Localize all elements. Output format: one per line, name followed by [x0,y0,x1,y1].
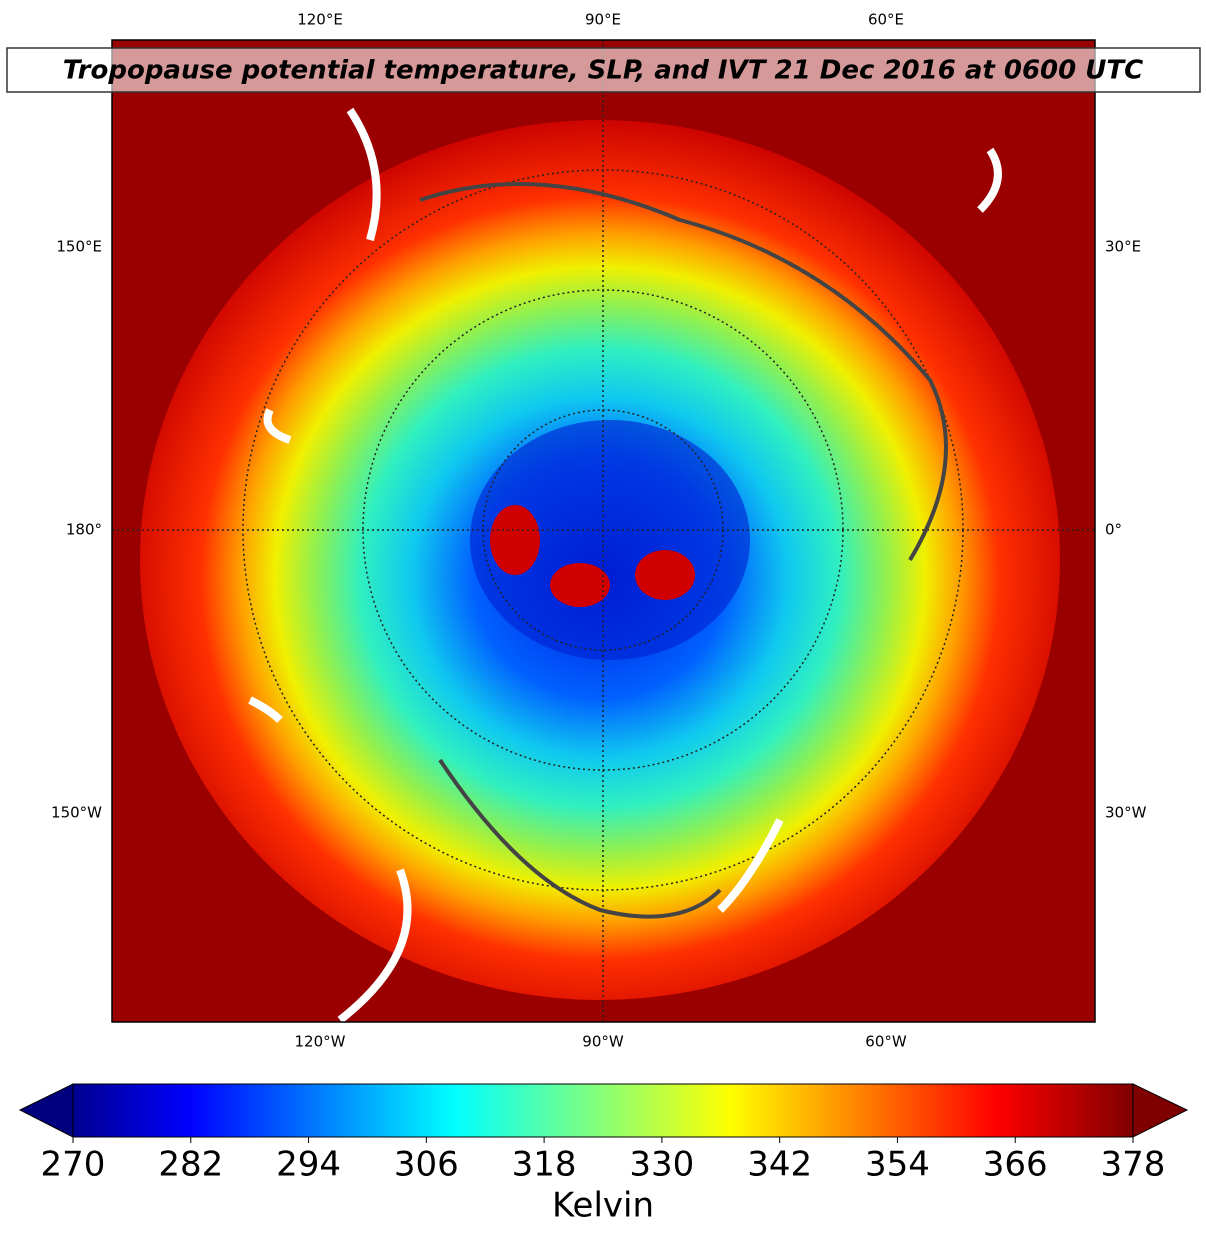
colorbar-label: Kelvin [552,1186,654,1226]
lon-label: 90°W [582,1033,624,1051]
map-frame [111,39,1096,1023]
lon-label: 60°W [865,1033,907,1051]
colorbar-tick-label: 294 [276,1145,341,1185]
lon-label: 150°W [51,804,102,822]
lon-label: 30°W [1105,804,1147,822]
lon-label: 150°E [56,238,102,256]
map [112,40,1095,1022]
lon-label: 90°E [585,11,621,29]
colorbar-tick-label: 318 [512,1145,577,1185]
lon-label: 60°E [868,11,904,29]
title-box [6,47,1201,93]
colorbar-tick-label: 306 [394,1145,459,1185]
lon-label: 180° [66,521,102,539]
colorbar-tick-label: 378 [1101,1145,1166,1185]
lon-label: 0° [1105,521,1122,539]
colorbar-tick-label: 354 [865,1145,930,1185]
title: Tropopause potential temperature, SLP, a… [63,56,1143,86]
lon-label: 120°E [297,11,343,29]
lon-label: 30°E [1105,238,1141,256]
colorbar-frame [72,1083,1134,1138]
colorbar-body [73,1084,1133,1137]
colorbar-extend-high [1132,1083,1189,1138]
colorbar-tick-label: 342 [747,1145,812,1185]
colorbar-tick-label: 270 [41,1145,106,1185]
colorbar-tick-label: 282 [158,1145,223,1185]
lon-labels: 120°E 90°E 60°E 120°W 90°W 60°W 150°E 180° 150°W… [51,11,1147,1051]
colorbar-tick-label: 366 [983,1145,1048,1185]
colorbar-extend-low [18,1083,74,1138]
colorbar: 270 282 294 306 318 330 342 354 366 378 [18,1083,1189,1185]
colorbar-tick-label: 330 [629,1145,694,1185]
lon-label: 120°W [295,1033,346,1051]
